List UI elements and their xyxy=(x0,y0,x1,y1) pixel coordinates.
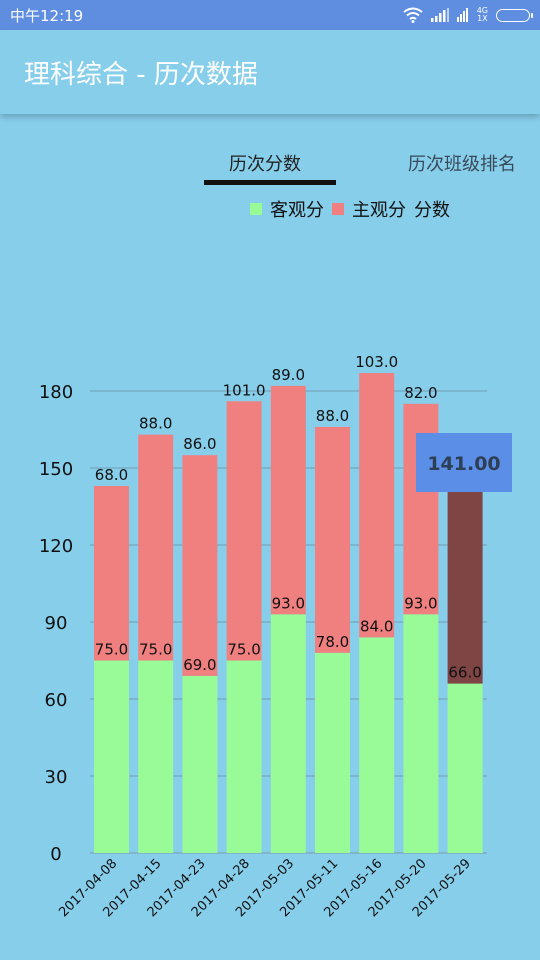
app-bar: 理科综合 - 历次数据 xyxy=(0,30,540,114)
highlight-tooltip-value: 141.00 xyxy=(427,453,500,475)
value-label-subjective: 86.0 xyxy=(183,435,216,453)
tab-score-history[interactable]: 历次分数 xyxy=(229,154,301,175)
value-label-objective: 75.0 xyxy=(139,641,172,659)
tab-bar: 历次分数 历次班级排名 xyxy=(0,140,540,190)
bar-subjective xyxy=(138,434,174,661)
legend-item-objective: 客观分 xyxy=(250,196,324,222)
value-label-objective: 78.0 xyxy=(316,633,349,651)
y-tick-label: 30 xyxy=(45,767,68,788)
bar-objective xyxy=(226,660,262,853)
bar-subjective xyxy=(226,401,262,661)
bar-subjective xyxy=(447,491,483,684)
y-tick-label: 120 xyxy=(39,536,73,557)
highlight-tooltip xyxy=(416,433,512,492)
bar-objective xyxy=(94,660,129,853)
bar-objective xyxy=(315,652,350,853)
bar-subjective xyxy=(182,455,218,676)
network-type: 4G 1X xyxy=(477,7,488,23)
bar-subjective xyxy=(94,485,129,661)
value-label-objective: 75.0 xyxy=(95,641,128,659)
value-label-objective: 75.0 xyxy=(227,641,260,659)
status-bar: 中午12:19 4G 1X xyxy=(0,0,540,30)
legend-suffix: 分数 xyxy=(414,200,450,221)
signal-secondary-icon xyxy=(456,8,468,22)
tab-indicator xyxy=(204,180,336,185)
bar-subjective xyxy=(315,426,350,653)
signal-icon xyxy=(430,8,449,22)
bar-objective xyxy=(270,614,306,853)
value-label-objective: 69.0 xyxy=(183,656,216,674)
bar-subjective xyxy=(270,385,306,615)
value-label-subjective: 82.0 xyxy=(404,384,437,402)
value-label-subjective: 101.0 xyxy=(223,381,266,399)
y-tick-label: 150 xyxy=(39,459,73,480)
battery-icon xyxy=(496,8,533,22)
y-tick-label: 180 xyxy=(39,382,73,403)
status-time: 中午12:19 xyxy=(10,6,84,25)
bar-objective xyxy=(138,660,174,853)
bar-subjective xyxy=(359,373,395,638)
bar-objective xyxy=(182,675,218,853)
y-tick-label: 90 xyxy=(45,613,68,634)
network-type-top: 4G xyxy=(476,6,488,15)
legend-label-objective: 客观分 xyxy=(270,200,324,221)
y-tick-label: 60 xyxy=(45,690,68,711)
status-icons: 4G 1X xyxy=(403,7,533,23)
value-label-subjective: 103.0 xyxy=(355,353,398,371)
y-tick-label: 0 xyxy=(50,844,61,865)
page-title: 理科综合 - 历次数据 xyxy=(24,59,258,90)
legend-swatch-subjective xyxy=(332,203,344,215)
value-label-objective: 93.0 xyxy=(404,594,437,612)
legend-swatch-objective xyxy=(250,203,262,215)
value-label-subjective: 89.0 xyxy=(272,366,305,384)
value-label-objective: 66.0 xyxy=(448,664,481,682)
value-label-objective: 93.0 xyxy=(272,594,305,612)
bar-objective xyxy=(359,637,395,853)
value-label-objective: 84.0 xyxy=(360,617,393,635)
value-label-subjective: 88.0 xyxy=(316,407,349,425)
bar-objective xyxy=(447,683,483,853)
legend-item-subjective: 主观分 xyxy=(332,196,406,222)
bar-objective xyxy=(403,614,439,853)
value-label-subjective: 68.0 xyxy=(95,466,128,484)
network-type-bottom: 1X xyxy=(477,14,488,23)
legend-label-subjective: 主观分 xyxy=(352,200,406,221)
wifi-icon xyxy=(403,7,423,23)
value-label-subjective: 88.0 xyxy=(139,415,172,433)
chart-legend: 客观分 主观分 分数 xyxy=(250,196,450,222)
tab-class-rank-history[interactable]: 历次班级排名 xyxy=(408,154,516,175)
